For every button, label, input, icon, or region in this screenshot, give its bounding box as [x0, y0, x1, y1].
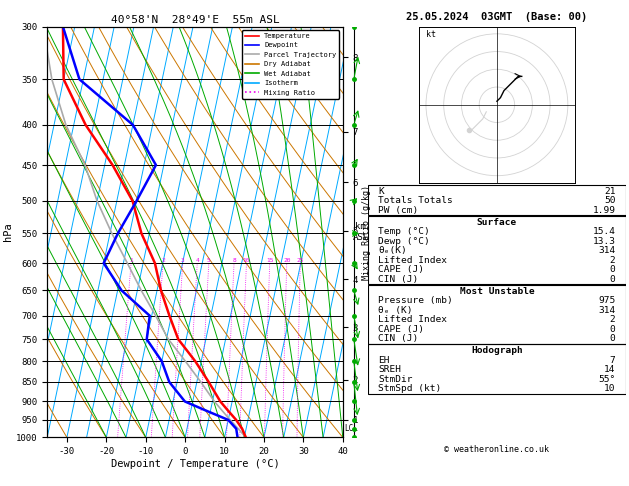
Text: 20: 20 [283, 258, 291, 263]
Text: 0: 0 [610, 334, 616, 343]
Text: 5: 5 [207, 258, 211, 263]
Text: 2: 2 [161, 258, 165, 263]
Title: 40°58'N  28°49'E  55m ASL: 40°58'N 28°49'E 55m ASL [111, 15, 279, 25]
Text: 314: 314 [598, 246, 616, 255]
Text: 14: 14 [604, 365, 616, 374]
Text: kt: kt [426, 30, 436, 39]
Text: 0: 0 [610, 325, 616, 334]
Text: 8: 8 [232, 258, 236, 263]
Text: 55°: 55° [598, 375, 616, 383]
Text: 1: 1 [129, 258, 133, 263]
Text: PW (cm): PW (cm) [378, 206, 418, 215]
Text: 2: 2 [610, 256, 616, 265]
Text: 7: 7 [610, 356, 616, 365]
Text: 25.05.2024  03GMT  (Base: 00): 25.05.2024 03GMT (Base: 00) [406, 12, 587, 22]
Bar [368, 285, 626, 344]
Text: Mixing Ratio (g/kg): Mixing Ratio (g/kg) [362, 185, 371, 279]
Text: Hodograph: Hodograph [471, 347, 523, 355]
Text: LCL: LCL [344, 424, 358, 433]
Legend: Temperature, Dewpoint, Parcel Trajectory, Dry Adiabat, Wet Adiabat, Isotherm, Mi: Temperature, Dewpoint, Parcel Trajectory… [242, 30, 339, 99]
Text: 10: 10 [604, 384, 616, 393]
Text: 21: 21 [604, 187, 616, 196]
Text: 25: 25 [296, 258, 304, 263]
Bar [368, 345, 626, 394]
Text: 15.4: 15.4 [593, 227, 616, 237]
Text: Surface: Surface [477, 218, 517, 227]
Text: K: K [378, 187, 384, 196]
Text: Lifted Index: Lifted Index [378, 256, 447, 265]
Text: 50: 50 [604, 196, 616, 205]
Text: StmDir: StmDir [378, 375, 413, 383]
Text: SREH: SREH [378, 365, 401, 374]
Text: 15: 15 [266, 258, 274, 263]
Text: θₑ (K): θₑ (K) [378, 306, 413, 315]
Text: Dewp (°C): Dewp (°C) [378, 237, 430, 246]
Y-axis label: hPa: hPa [3, 223, 13, 242]
Text: 1.99: 1.99 [593, 206, 616, 215]
Text: 10: 10 [243, 258, 250, 263]
X-axis label: Dewpoint / Temperature (°C): Dewpoint / Temperature (°C) [111, 459, 279, 469]
Text: 314: 314 [598, 306, 616, 315]
Bar [368, 185, 626, 215]
Text: Lifted Index: Lifted Index [378, 315, 447, 324]
Text: 975: 975 [598, 296, 616, 305]
Text: θₑ(K): θₑ(K) [378, 246, 407, 255]
Bar [368, 216, 626, 284]
Text: CAPE (J): CAPE (J) [378, 325, 425, 334]
Text: StmSpd (kt): StmSpd (kt) [378, 384, 442, 393]
Text: 4: 4 [196, 258, 199, 263]
Text: CIN (J): CIN (J) [378, 275, 418, 284]
Text: 13.3: 13.3 [593, 237, 616, 246]
Text: 3: 3 [181, 258, 184, 263]
Text: CAPE (J): CAPE (J) [378, 265, 425, 274]
Text: © weatheronline.co.uk: © weatheronline.co.uk [445, 445, 549, 454]
Text: Pressure (mb): Pressure (mb) [378, 296, 453, 305]
Y-axis label: km
ASL: km ASL [353, 223, 369, 242]
Text: 0: 0 [610, 265, 616, 274]
Text: Temp (°C): Temp (°C) [378, 227, 430, 237]
Text: EH: EH [378, 356, 390, 365]
Text: CIN (J): CIN (J) [378, 334, 418, 343]
Text: 2: 2 [610, 315, 616, 324]
Text: Most Unstable: Most Unstable [460, 287, 534, 296]
Text: 0: 0 [610, 275, 616, 284]
Text: Totals Totals: Totals Totals [378, 196, 453, 205]
